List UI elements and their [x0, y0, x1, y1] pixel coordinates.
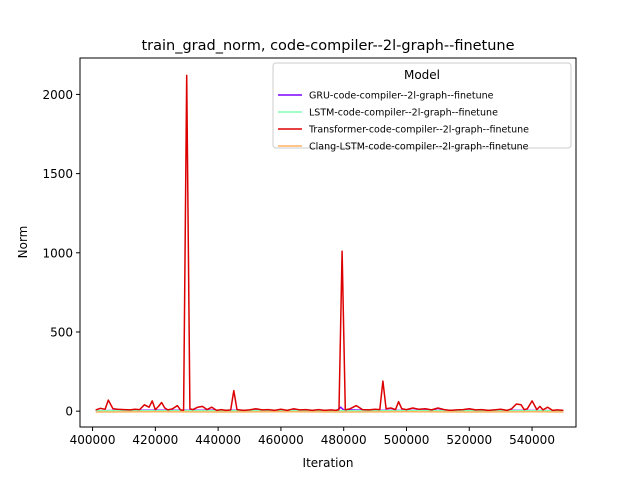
- x-tick-label: 440000: [195, 433, 241, 447]
- y-tick-label: 0: [65, 405, 73, 419]
- y-tick-label: 2000: [42, 88, 73, 102]
- legend-box: [272, 62, 572, 149]
- y-tick-label: 1000: [42, 246, 73, 260]
- x-tick-label: 540000: [509, 433, 555, 447]
- plot-frame: [79, 57, 577, 428]
- x-tick-label: 520000: [446, 433, 492, 447]
- legend-label-1: LSTM-code-compiler--2l-graph--finetune: [309, 108, 498, 119]
- legend-items: GRU-code-compiler--2l-graph--finetune LST…: [278, 91, 529, 153]
- y-tick-label: 1500: [42, 167, 73, 181]
- x-axis: 400000 420000 440000 460000 480000 500000 5200…: [70, 427, 555, 447]
- x-tick-label: 420000: [132, 433, 178, 447]
- legend-title: Model: [404, 68, 440, 82]
- y-axis-label: Norm: [16, 226, 30, 259]
- chart-title: train_grad_norm, code-compiler--2l-graph…: [141, 38, 514, 54]
- y-axis: 0 500 1000 1500 2000: [42, 88, 80, 419]
- legend-label-2: Transformer-code-compiler--2l-graph--fin…: [308, 125, 529, 136]
- y-tick-label: 500: [50, 325, 73, 339]
- plot-lines: [95, 74, 564, 413]
- legend: Model GRU-code-compiler--2l-graph--finet…: [272, 62, 572, 153]
- legend-label-3: Clang-LSTM-code-compiler--2l-graph--fine…: [309, 142, 529, 153]
- x-axis-label: Iteration: [303, 456, 354, 470]
- legend-label-0: GRU-code-compiler--2l-graph--finetune: [309, 91, 494, 102]
- series-line-2: [95, 74, 564, 412]
- x-tick-label: 500000: [384, 433, 430, 447]
- x-tick-label: 480000: [321, 433, 367, 447]
- x-tick-label: 400000: [70, 433, 116, 447]
- x-tick-label: 460000: [258, 433, 304, 447]
